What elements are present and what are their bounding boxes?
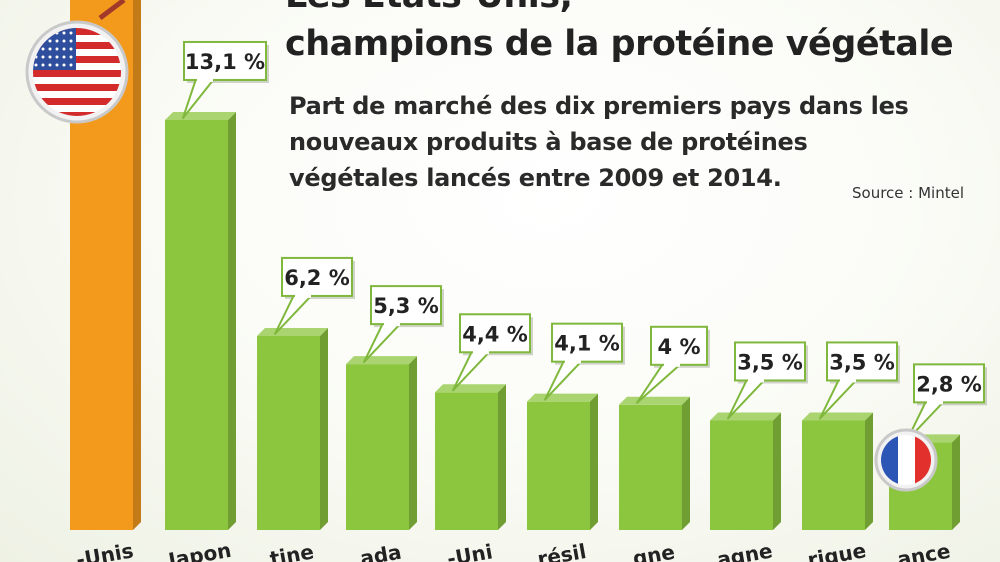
bar-3	[257, 327, 328, 530]
value-label-6: 4,1 %	[544, 322, 625, 401]
value-label-3: 6,2 %	[274, 256, 355, 335]
svg-text:2,8 %: 2,8 %	[916, 372, 982, 396]
category-label-6: résil	[536, 539, 588, 562]
bar-4	[346, 356, 417, 530]
svg-text:4,4 %: 4,4 %	[462, 322, 528, 346]
value-label-9: 3,5 %	[819, 341, 900, 420]
bar-9	[802, 412, 873, 530]
value-label-2: 13,1 %	[182, 40, 269, 119]
svg-text:3,5 %: 3,5 %	[829, 350, 895, 374]
bar-5	[435, 384, 506, 530]
usa-flag-icon	[25, 0, 129, 124]
value-label-10: 2,8 %	[906, 363, 987, 442]
svg-text:4,1 %: 4,1 %	[554, 332, 620, 356]
value-label-7: 4 %	[636, 325, 710, 404]
category-label-3: tine	[268, 539, 316, 562]
svg-text:5,3 %: 5,3 %	[373, 294, 439, 318]
svg-text:3,5 %: 3,5 %	[737, 350, 803, 374]
category-label-7: gne	[631, 540, 677, 562]
source-note: Source : Mintel	[852, 184, 965, 202]
bar-2	[165, 111, 236, 530]
category-label-4: ada	[358, 540, 403, 562]
bar-6	[527, 393, 598, 530]
bar-8	[710, 412, 781, 530]
svg-text:4 %: 4 %	[658, 335, 701, 359]
category-label-8: agne	[715, 538, 774, 562]
category-label-1: -Unis	[74, 538, 135, 562]
category-label-10: ance	[896, 539, 953, 562]
france-flag-icon	[874, 428, 938, 492]
value-label-5: 4,4 %	[452, 313, 533, 392]
bar-7	[619, 396, 690, 530]
chart-subtitle: Part de marché des dix premiers pays dan…	[289, 92, 909, 192]
value-label-8: 3,5 %	[727, 341, 808, 420]
category-label-2: Japon	[165, 538, 233, 562]
category-label-5: -Uni	[445, 539, 494, 562]
value-label-4: 5,3 %	[363, 285, 444, 364]
svg-text:13,1 %: 13,1 %	[185, 50, 265, 74]
svg-text:6,2 %: 6,2 %	[284, 266, 350, 290]
category-label-9: rique	[806, 538, 868, 562]
